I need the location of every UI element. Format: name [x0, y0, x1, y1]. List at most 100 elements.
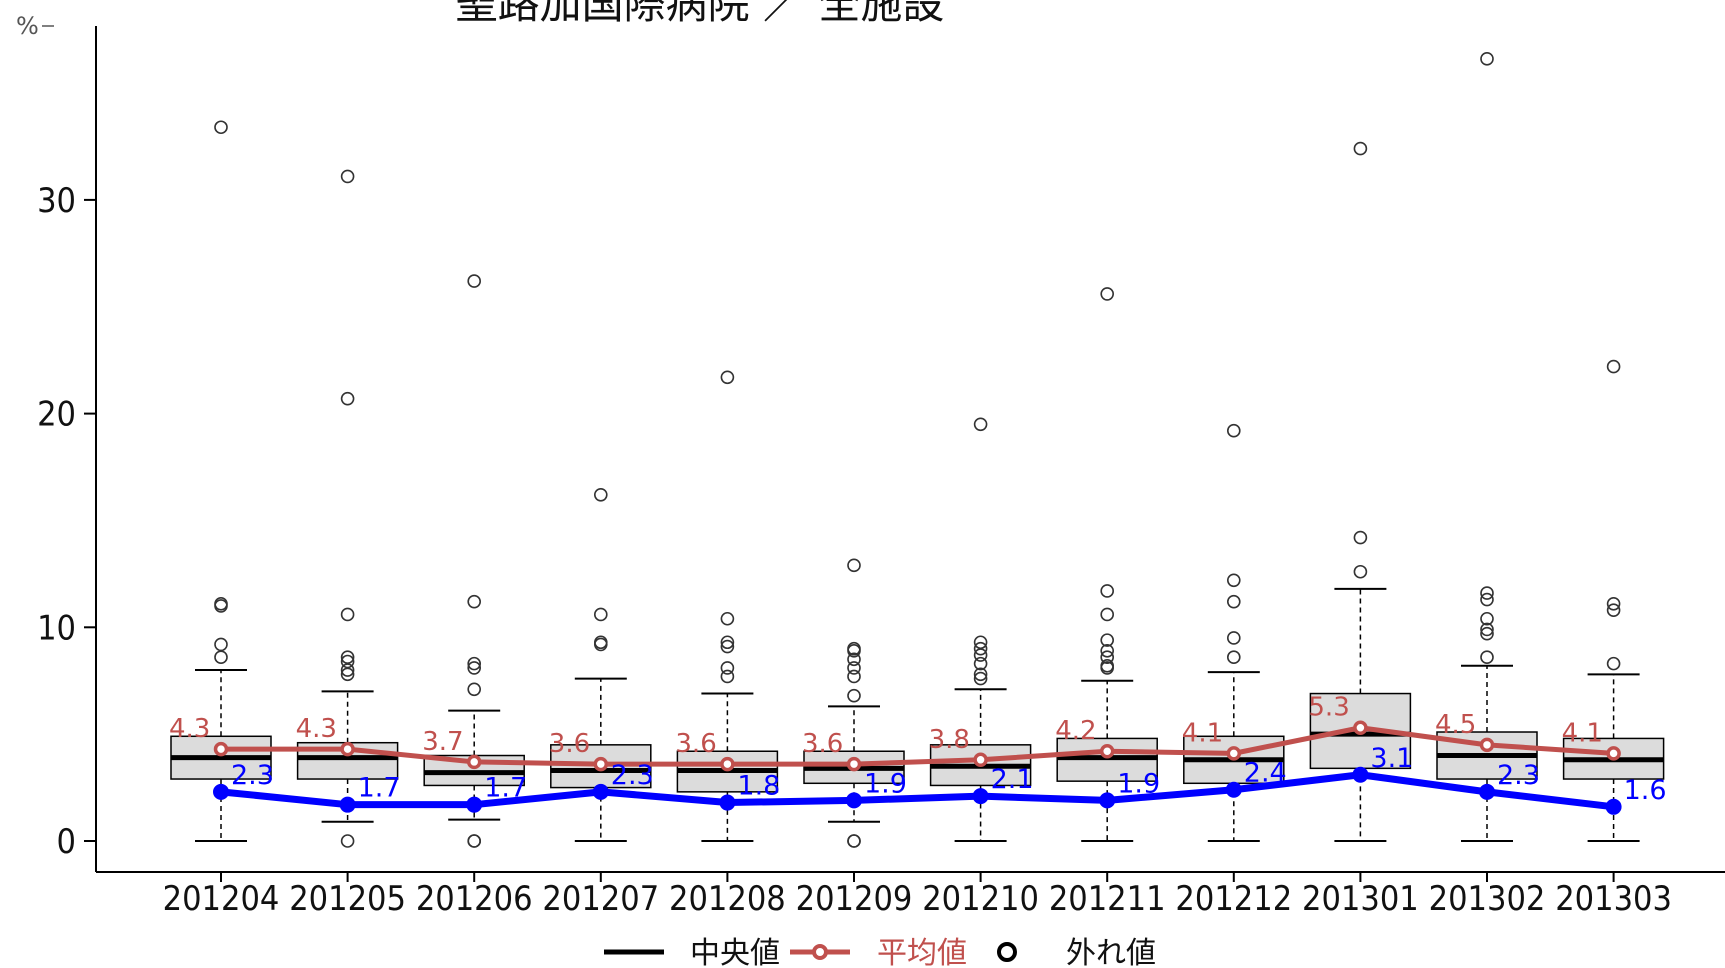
outlier-point — [1353, 141, 1368, 156]
mean-value-label: 4.1 — [1562, 718, 1603, 748]
legend-outlier-marker — [997, 942, 1017, 962]
outlier-point — [340, 654, 355, 669]
x-tick-label: 201302 — [1429, 879, 1546, 919]
x-tick-label: 201208 — [669, 879, 786, 919]
hospital-value-label: 1.7 — [358, 773, 401, 804]
mean-value-label: 3.6 — [802, 729, 843, 759]
outlier-point — [1100, 644, 1114, 658]
x-tick-label: 201211 — [1049, 879, 1166, 919]
outlier-point — [720, 669, 735, 684]
hospital-series: 2.3 1.7 1.7 2.3 1.8 1.9 2.1 1.9 2.4 3.1 2.3 1.6 — [213, 743, 1667, 815]
legend-mean-label: 平均値 — [877, 936, 967, 968]
outlier-point — [973, 648, 988, 662]
x-tick-label: 201303 — [1555, 879, 1672, 919]
outlier-point — [973, 667, 988, 682]
outlier-point — [720, 639, 735, 654]
hospital-point — [1352, 766, 1369, 783]
mean-value-label: 4.1 — [1182, 718, 1223, 748]
hospital-point — [339, 796, 356, 813]
box-201211 — [1056, 287, 1158, 842]
hospital-value-label: 3.1 — [1370, 743, 1413, 774]
outlier-point — [1227, 573, 1241, 588]
outlier-point — [467, 274, 482, 288]
mean-value-label: 3.8 — [929, 725, 970, 755]
outlier-point — [1100, 661, 1114, 675]
legend: 中央値 平均値 外れ値 — [604, 936, 1156, 968]
outlier-point — [847, 644, 861, 658]
legend-median-label: 中央値 — [690, 936, 780, 968]
hospital-value-label: 2.3 — [231, 760, 274, 791]
hospital-value-label: 1.9 — [1117, 768, 1160, 799]
hospital-point — [466, 796, 483, 813]
mean-value-label: 4.3 — [169, 714, 210, 744]
mean-point — [720, 756, 735, 772]
outlier-point — [1100, 287, 1114, 301]
outlier-point — [467, 682, 482, 697]
outlier-point — [1227, 594, 1241, 609]
box-201210 — [929, 417, 1032, 842]
outlier-point — [467, 594, 482, 609]
hospital-value-label: 2.3 — [611, 760, 654, 791]
outlier-point — [973, 671, 988, 686]
mean-point — [846, 756, 862, 772]
y-tick-label: 0 — [57, 822, 76, 862]
outlier-point — [1480, 611, 1494, 626]
outlier-point — [1227, 423, 1241, 438]
outlier-point — [847, 669, 861, 684]
mean-value-label: 4.5 — [1435, 710, 1476, 740]
outlier-point — [214, 637, 228, 652]
outlier-point — [1606, 596, 1621, 611]
hospital-value-label: 1.9 — [864, 768, 907, 799]
hospital-value-label: 1.8 — [737, 771, 780, 802]
legend-mean-marker — [812, 944, 828, 960]
x-tick-label: 201206 — [416, 879, 533, 919]
outlier-point — [467, 656, 482, 671]
outlier-point — [720, 635, 735, 650]
outlier-point — [467, 834, 482, 848]
outlier-point — [1480, 650, 1494, 665]
hospital-value-label: 2.3 — [1497, 760, 1540, 791]
y-tick-label: 20 — [37, 395, 76, 435]
x-tick-label: 201207 — [542, 879, 659, 919]
hospital-point — [1605, 798, 1622, 815]
outlier-point — [340, 834, 355, 848]
outlier-point — [1480, 586, 1494, 600]
hospital-value-label: 2.4 — [1244, 758, 1287, 789]
outlier-point — [593, 637, 608, 652]
outlier-point — [340, 650, 355, 665]
outlier-point — [973, 656, 988, 671]
outlier-point — [1606, 603, 1621, 618]
mean-value-label: 3.6 — [675, 729, 716, 759]
outlier-point — [340, 607, 355, 622]
mean-value-label: 4.2 — [1055, 716, 1096, 746]
hospital-point — [1099, 792, 1116, 809]
hospital-value-label: 1.7 — [484, 773, 527, 804]
outlier-point — [973, 635, 988, 650]
x-tick-label: 201301 — [1302, 879, 1419, 919]
mean-value-label: 4.3 — [296, 714, 337, 744]
outlier-point — [214, 599, 228, 613]
y-unit-label: % — [16, 12, 39, 40]
mean-point — [1479, 737, 1495, 753]
outlier-point — [1480, 626, 1494, 641]
hospital-value-label: 2.1 — [991, 764, 1034, 795]
hospital-point — [846, 792, 862, 809]
hospital-point — [1225, 781, 1242, 798]
hospital-value-label: 1.6 — [1624, 775, 1667, 806]
outlier-point — [1227, 650, 1241, 665]
outlier-point — [340, 391, 355, 406]
y-axis-ticks: 0 10 20 30 — [37, 181, 96, 862]
chart-title: 聖路加国際病院 ／ 全施設 — [456, 0, 945, 28]
mean-point — [593, 756, 609, 772]
outlier-point — [847, 558, 861, 573]
outlier-point — [1480, 622, 1494, 637]
outlier-point — [214, 120, 228, 135]
hospital-point — [592, 783, 609, 800]
outlier-point — [847, 688, 861, 703]
outlier-point — [1100, 584, 1114, 598]
x-tick-label: 201210 — [922, 879, 1039, 919]
outlier-point — [1353, 530, 1368, 545]
mean-point — [213, 741, 229, 757]
outlier-point — [467, 661, 482, 675]
